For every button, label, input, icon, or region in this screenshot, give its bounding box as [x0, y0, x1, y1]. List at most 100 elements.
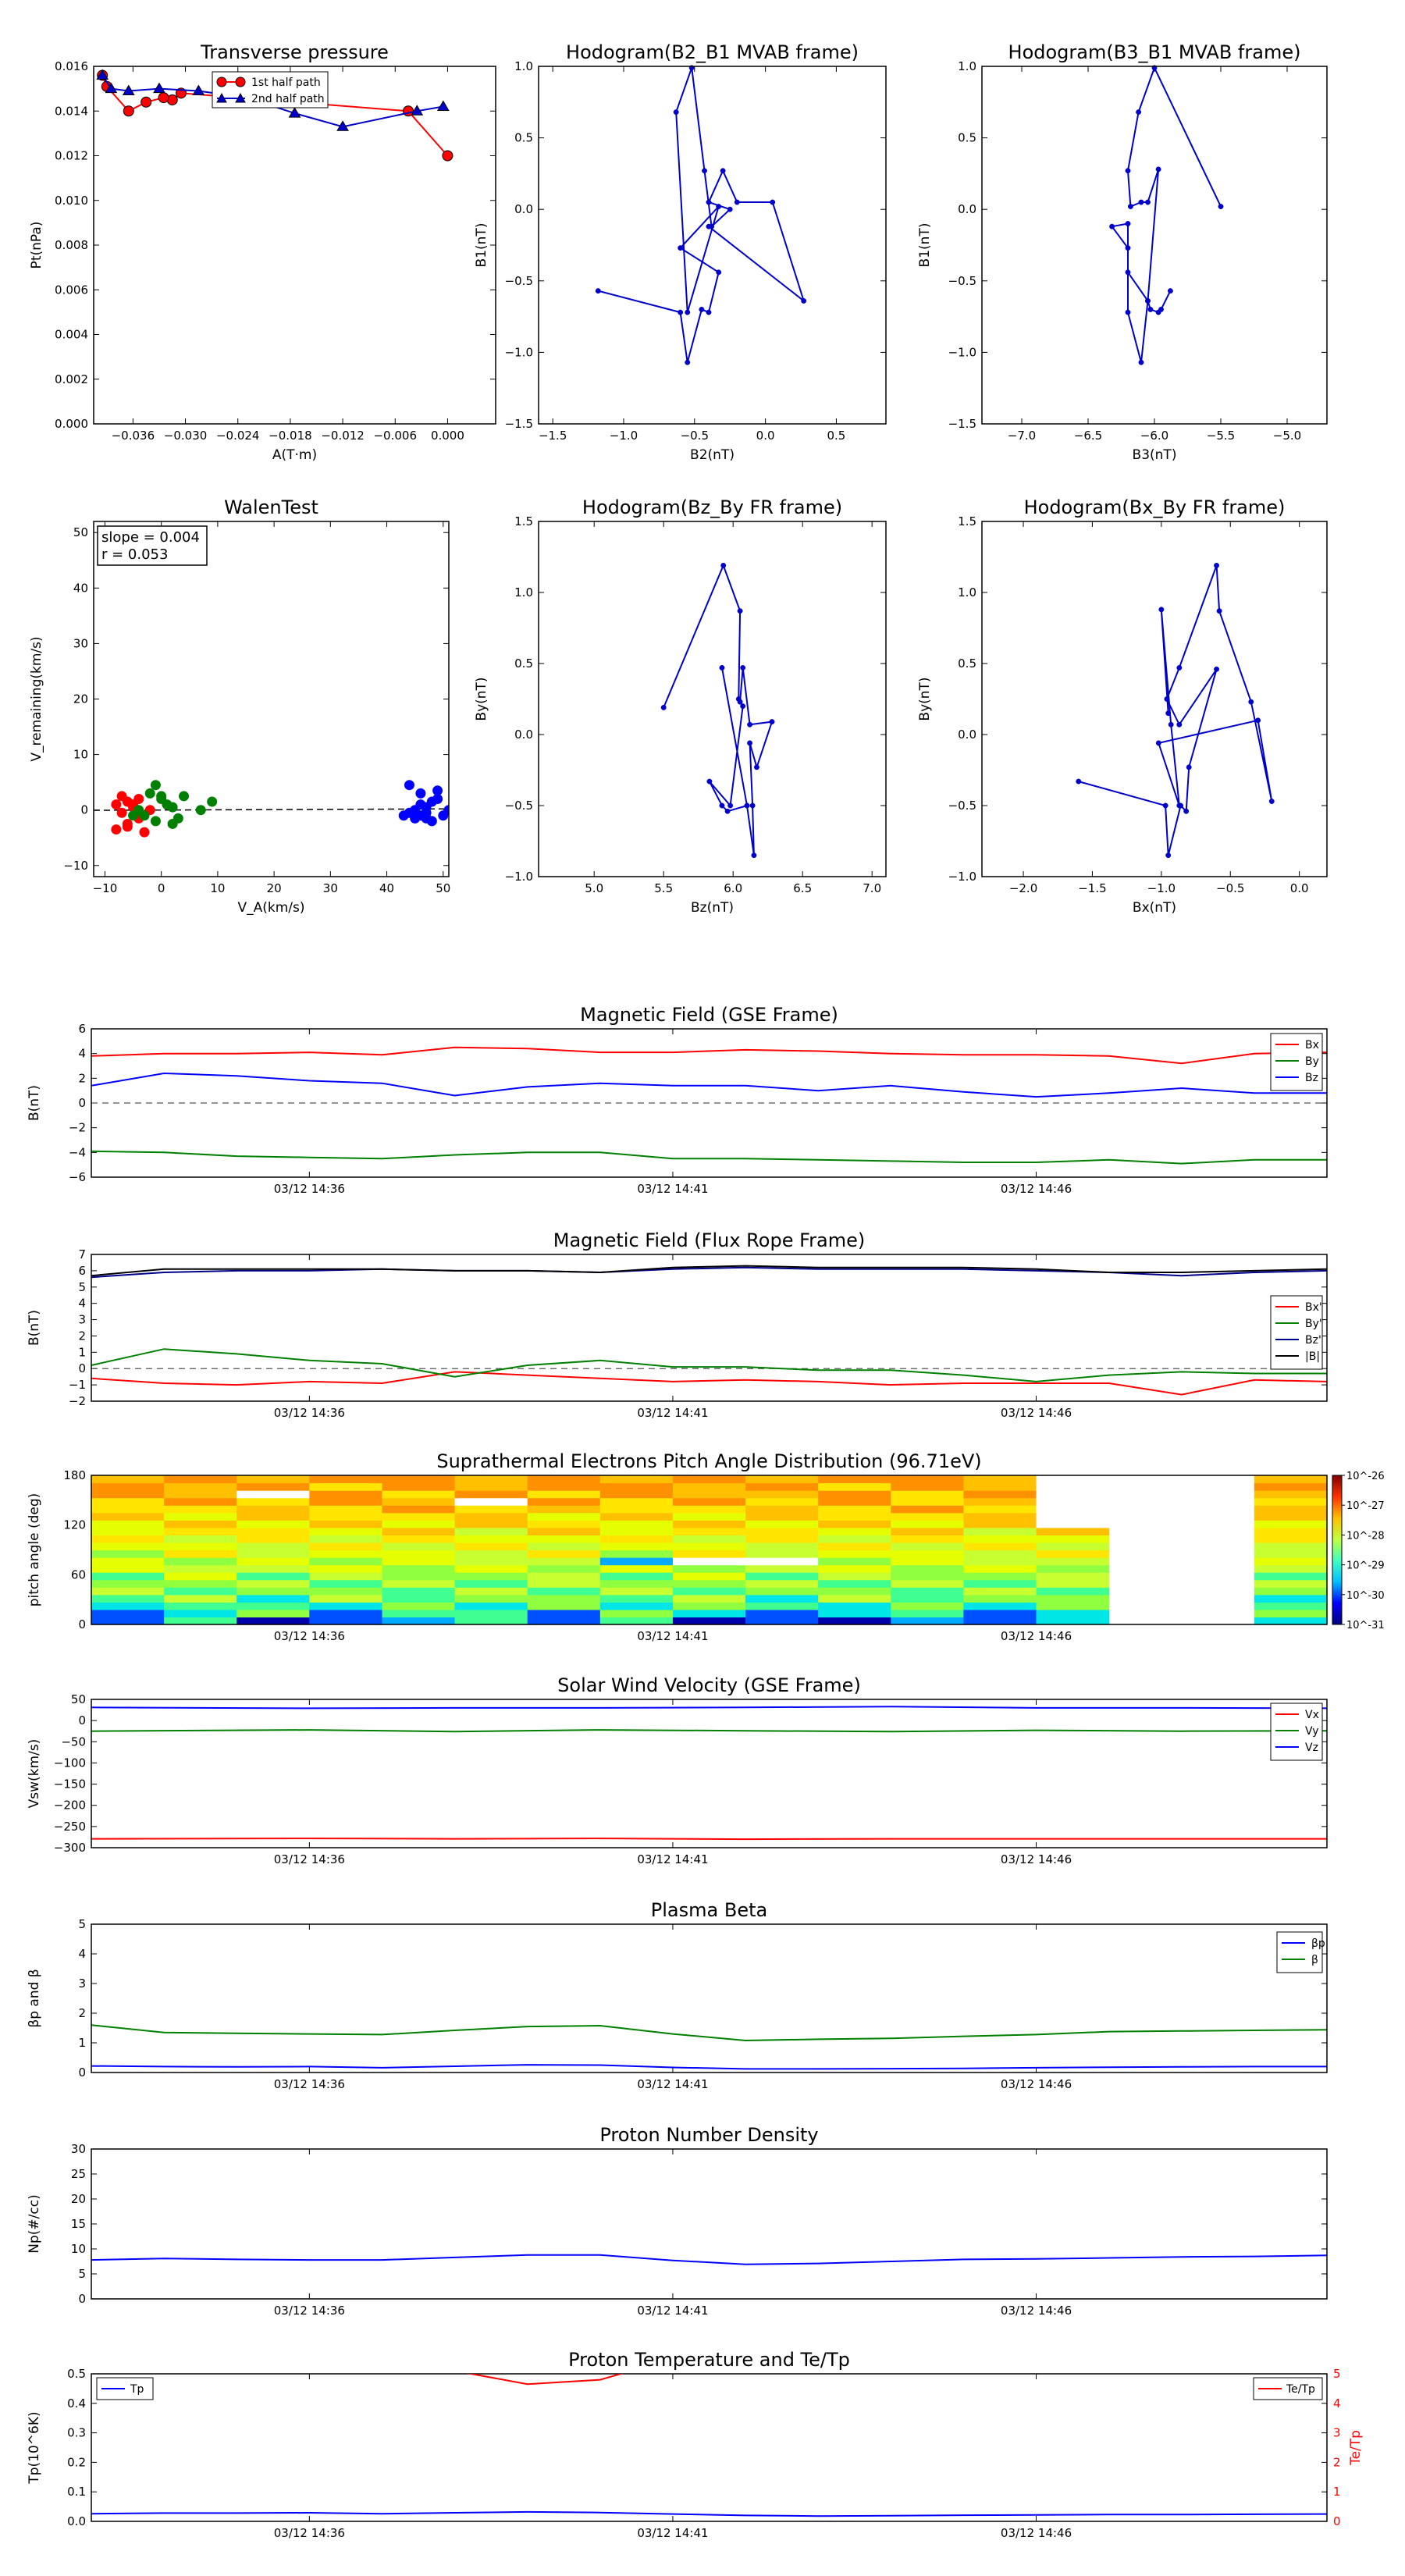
pad-heatmap-cell — [309, 1579, 383, 1588]
walen-point — [150, 780, 161, 791]
pad-heatmap-cell — [891, 1579, 965, 1588]
tp-legend-marker — [235, 92, 246, 103]
pad-heatmap-cell — [891, 1490, 965, 1499]
pad-heatmap-cell — [599, 1542, 674, 1551]
pad-heatmap-cell — [891, 1557, 965, 1566]
h3-ytick-label: 0.0 — [514, 728, 533, 742]
pad-heatmap-cell — [672, 1527, 746, 1535]
pad-heatmap-cell — [164, 1617, 237, 1625]
h4-hodogram-point — [1183, 808, 1190, 814]
pad-heatmap-cell — [454, 1527, 528, 1535]
pad-heatmap-cell — [454, 1587, 528, 1596]
beta-xtick-label: 03/12 14:36 — [274, 2077, 345, 2091]
pad-heatmap-cell — [745, 1512, 819, 1521]
pad-heatmap-cell — [599, 1557, 674, 1566]
pad-heatmap-cell — [527, 1527, 601, 1535]
vsw-frame — [91, 1699, 1328, 1848]
h3-hodogram-point — [747, 740, 753, 746]
h1-ytick-label: −1.5 — [505, 417, 533, 431]
tpr-ytick-label: 0.4 — [67, 2396, 86, 2411]
h3-hodogram-point — [744, 802, 750, 809]
h3-hodogram-point — [740, 665, 746, 671]
pad-heatmap-cell — [745, 1527, 819, 1535]
h2-xtick-label: −5.0 — [1273, 429, 1301, 443]
tpr-ytick-label: 0.2 — [67, 2455, 86, 2469]
pad-heatmap-cell — [237, 1587, 310, 1596]
pad-heatmap-cell — [745, 1579, 819, 1588]
h2-title: Hodogram(B3_B1 MVAB frame) — [1008, 41, 1301, 63]
bgse-series-line — [91, 1150, 1327, 1165]
h1-xtick-label: 0.0 — [756, 429, 775, 443]
h2-hodogram-point — [1158, 306, 1164, 312]
pad-heatmap-cell — [745, 1617, 819, 1625]
h3-hodogram-point — [727, 802, 734, 809]
tp-xlabel: A(T·m) — [272, 447, 317, 463]
pad-heatmap-cell — [818, 1527, 891, 1535]
pad-heatmap-cell — [309, 1535, 383, 1543]
tp-xtick-label: −0.012 — [321, 429, 365, 443]
pad-heatmap-cell — [527, 1602, 601, 1610]
vsw-legend — [1270, 1703, 1323, 1761]
pad-ytick-label: 0 — [78, 1617, 86, 1631]
tp-xtick-label: −0.018 — [269, 429, 312, 443]
tp-ytick-label: 0.012 — [55, 149, 88, 163]
walen-point — [128, 810, 139, 821]
vsw-xtick-label: 03/12 14:36 — [274, 1852, 345, 1866]
pad-heatmap-cell — [382, 1512, 456, 1521]
pad-heatmap-cell — [672, 1482, 746, 1491]
pad-heatmap-cell — [1254, 1564, 1328, 1573]
h1-hodogram-point — [734, 199, 740, 205]
h4-hodogram-point — [1164, 696, 1170, 702]
h4-ytick-label: 0.0 — [958, 728, 976, 742]
pad-heatmap-cell — [454, 1542, 528, 1551]
pad-heatmap-cell — [309, 1542, 383, 1551]
walen-point — [156, 791, 167, 802]
h2-ytick-label: 0.5 — [958, 131, 976, 145]
h1-ylabel: B1(nT) — [474, 223, 489, 268]
pad-heatmap-cell — [1254, 1587, 1328, 1596]
h1-ytick-label: −0.5 — [505, 274, 533, 288]
pad-heatmap-cell — [891, 1497, 965, 1506]
pad-heatmap-cell — [672, 1594, 746, 1603]
beta-ylabel: βp and β — [27, 1969, 42, 2027]
pad-heatmap-cell — [745, 1602, 819, 1610]
bgse-title: Magnetic Field (GSE Frame) — [580, 1004, 838, 1026]
pad-heatmap-cell — [745, 1505, 819, 1514]
pad-heatmap-cell — [527, 1490, 601, 1499]
pad-heatmap-cell — [1036, 1587, 1110, 1596]
pad-heatmap-cell — [382, 1617, 456, 1625]
pad-heatmap-cell — [1036, 1550, 1110, 1558]
bfr-ytick-label: 2 — [78, 1329, 86, 1343]
h3-hodogram-point — [720, 562, 727, 568]
h1-xtick-label: 0.5 — [827, 429, 845, 443]
pad-heatmap-cell — [745, 1482, 819, 1491]
beta-ytick-label: 2 — [78, 2006, 86, 2020]
tp-series-second-half-point — [105, 82, 118, 94]
tp-legend — [212, 71, 329, 109]
h1-xlabel: B2(nT) — [690, 447, 735, 463]
pad-heatmap-cell — [382, 1535, 456, 1543]
pad-heatmap-cell — [237, 1505, 310, 1514]
pad-heatmap-cell — [891, 1602, 965, 1610]
vsw-panel: Solar Wind Velocity (GSE Frame) 03/12 14:… — [27, 1674, 1328, 1866]
walen-ylabel: V_remaining(km/s) — [29, 636, 44, 761]
h1-hodogram-point — [727, 206, 733, 212]
pad-heatmap-cell — [672, 1587, 746, 1596]
h4-ytick-label: −1.0 — [948, 870, 976, 884]
pad-heatmap-cell — [963, 1512, 1037, 1521]
h2-frame — [981, 66, 1328, 425]
bfr-panel: Magnetic Field (Flux Rope Frame) 03/12 14… — [27, 1229, 1328, 1420]
pad-heatmap-cell — [237, 1527, 310, 1535]
pad-heatmap-cell — [527, 1475, 601, 1484]
pad-heatmap-cell — [309, 1512, 383, 1521]
bfr-legend-label: Bz' — [1305, 1334, 1321, 1347]
pad-heatmap-cell — [309, 1550, 383, 1558]
bgse-legend — [1270, 1033, 1323, 1091]
pad-heatmap-cell — [1036, 1542, 1110, 1551]
pad-heatmap-cell — [891, 1572, 965, 1581]
pad-heatmap-cell — [672, 1512, 746, 1521]
bgse-ytick-label: −6 — [69, 1170, 86, 1184]
tpr-ylabel: Tp(10^6K) — [27, 2411, 42, 2484]
walen-point — [173, 813, 183, 824]
